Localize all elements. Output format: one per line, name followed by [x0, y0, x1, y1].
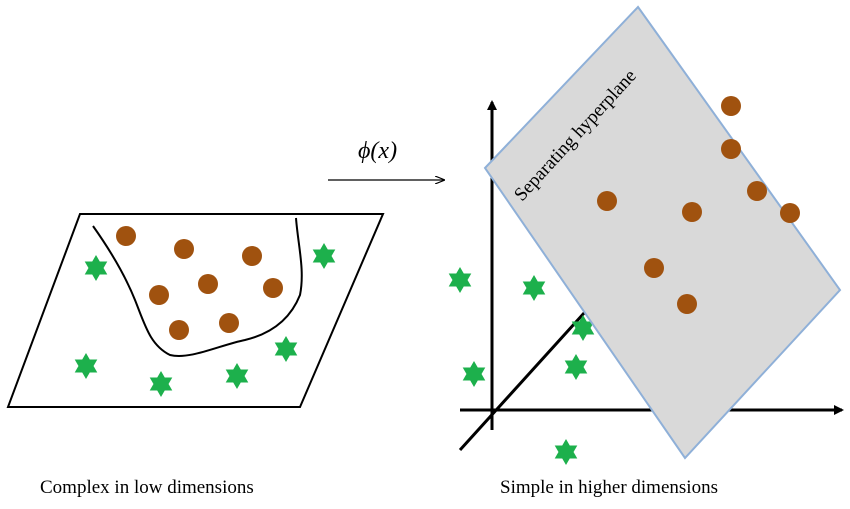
- circle-icon: [597, 191, 617, 211]
- star-icon: [462, 361, 486, 387]
- circle-icon: [263, 278, 283, 298]
- circle-icon: [174, 239, 194, 259]
- left-caption: Complex in low dimensions: [40, 477, 254, 498]
- z-axis: [458, 310, 587, 452]
- circle-icon: [721, 139, 741, 159]
- star-icon: [522, 275, 546, 301]
- circle-icon: [682, 202, 702, 222]
- circle-icon: [219, 313, 239, 333]
- star-icon: [448, 267, 472, 293]
- circle-icon: [116, 226, 136, 246]
- star-icon: [149, 371, 173, 397]
- circle-icon: [169, 320, 189, 340]
- star-icon: [554, 439, 578, 465]
- star-icon: [225, 363, 249, 389]
- circle-icon: [198, 274, 218, 294]
- input-space-parallelogram: [6, 213, 385, 408]
- circle-icon: [644, 258, 664, 278]
- star-icon: [84, 255, 108, 281]
- star-icon: [571, 315, 595, 341]
- left-star-points: [74, 243, 336, 397]
- star-icon: [74, 353, 98, 379]
- mapping-function-label: ϕ(x): [358, 138, 398, 164]
- right-star-points: [448, 267, 595, 465]
- circle-icon: [242, 246, 262, 266]
- circle-icon: [721, 96, 741, 116]
- low-dimension-panel: [6, 213, 385, 408]
- right-circle-points: [597, 96, 800, 314]
- circle-icon: [149, 285, 169, 305]
- complex-decision-boundary: [92, 217, 303, 357]
- left-circle-points: [116, 226, 283, 340]
- star-icon: [274, 336, 298, 362]
- right-caption: Simple in higher dimensions: [500, 477, 718, 498]
- star-icon: [312, 243, 336, 269]
- circle-icon: [780, 203, 800, 223]
- high-dimension-panel: Separating hyperplane: [448, 5, 844, 465]
- star-icon: [564, 354, 588, 380]
- circle-icon: [747, 181, 767, 201]
- circle-icon: [677, 294, 697, 314]
- separating-hyperplane: [483, 5, 842, 460]
